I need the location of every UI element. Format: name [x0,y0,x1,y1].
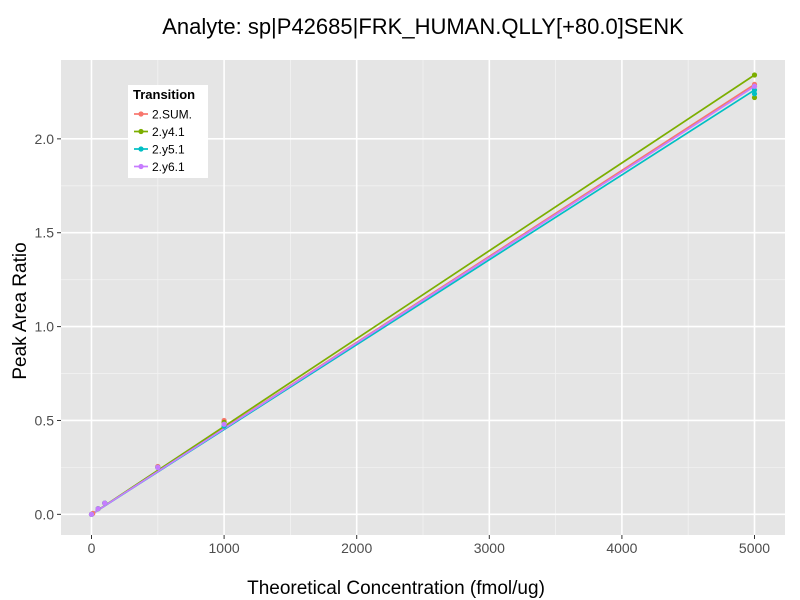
legend-items: 2.SUM. 2.y4.1 2.y5.1 2.y6.1 [134,108,192,174]
y-tick-label: 1.0 [35,319,55,335]
y-axis: 0.0 0.5 1.0 1.5 2.0 [35,131,61,522]
grid-major [61,60,785,535]
data-point-series-1 [751,72,758,78]
data-point-series-2 [751,87,758,93]
data-point-series-3 [88,511,95,517]
x-axis-title: Theoretical Concentration (fmol/ug) [247,578,545,599]
legend-label: 2.SUM. [152,108,192,122]
y-tick-label: 1.5 [35,225,55,241]
data-point-series-3 [751,83,758,89]
x-tick-label: 4000 [606,540,637,556]
x-tick-label: 5000 [739,540,770,556]
x-tick-label: 2000 [341,540,372,556]
data-point-series-3 [95,506,101,512]
legend-key-point [138,128,144,135]
data-point-series-3 [155,464,161,471]
legend-key-point [138,163,144,170]
legend-title: Transition [133,87,195,102]
data-point-series-1 [751,94,758,101]
legend-label: 2.y6.1 [152,160,185,174]
data-points [88,72,758,517]
y-tick-label: 0.5 [35,412,55,428]
fit-lines [91,74,755,516]
x-tick-label: 0 [88,540,96,556]
chart-title: Analyte: sp|P42685|FRK_HUMAN.QLLY[+80.0]… [162,14,684,39]
legend-key-point [138,146,144,152]
x-axis: 0 1000 2000 3000 4000 5000 [88,535,770,556]
legend: Transition 2.SUM. 2.y4.1 2.y5.1 2.y6.1 [128,85,208,178]
data-point-series-3 [102,500,108,506]
legend-label: 2.y4.1 [152,125,185,139]
legend-label: 2.y5.1 [152,143,185,157]
fit-line-series-1 [91,74,755,516]
y-axis-title: Peak Area Ratio [10,242,31,379]
legend-key-point [138,111,144,117]
data-point-series-3 [221,421,227,427]
y-tick-label: 2.0 [35,131,55,147]
fit-line-series-3 [91,85,755,516]
data-point-series-2 [751,91,758,97]
x-tick-label: 1000 [209,540,240,556]
y-tick-label: 0.0 [35,506,55,522]
x-tick-label: 3000 [474,540,505,556]
